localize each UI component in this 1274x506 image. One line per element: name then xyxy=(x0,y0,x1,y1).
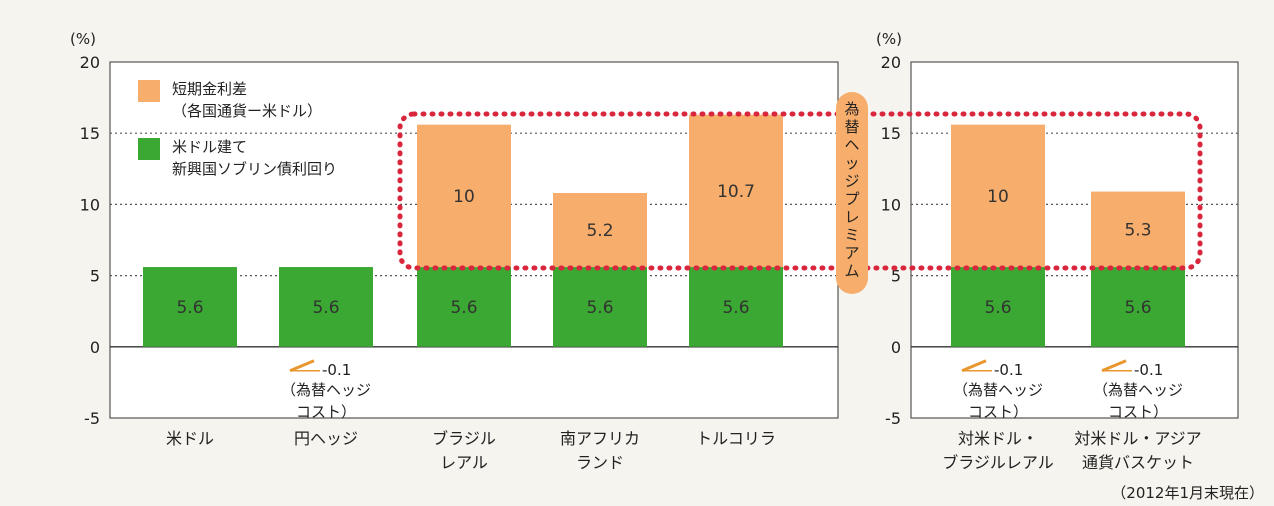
date-note: （2012年1月末現在） xyxy=(1111,484,1264,502)
annotation-leader xyxy=(289,359,315,373)
data-label: 5.2 xyxy=(586,221,613,241)
x-category-label: レアル xyxy=(440,453,488,472)
bar-rate-differential xyxy=(1091,191,1185,268)
chart-panel-1: -5 0 5 10 15 20 (%) 5.6 米ドル 5.6 円ヘッジ 5.6 10 ブラジルレアル 5.… xyxy=(70,30,839,472)
annotation-note: （為替ヘッジ xyxy=(953,381,1043,399)
bar-sovereign-yield xyxy=(689,267,783,347)
annotation-value: -0.1 xyxy=(994,361,1023,379)
premium-badge xyxy=(836,92,868,294)
y-tick-label: 5 xyxy=(891,267,901,286)
premium-label-char: 為 xyxy=(844,100,859,118)
hedge-premium-highlight xyxy=(397,111,1203,271)
y-unit-label: (%) xyxy=(876,30,902,48)
annotation-leader xyxy=(1101,359,1127,373)
premium-label-char: ム xyxy=(844,262,859,280)
premium-label-char: プ xyxy=(844,190,859,208)
premium-label-char: ミ xyxy=(844,226,859,244)
x-category-label: ランド xyxy=(576,453,624,472)
annotation-value: -0.1 xyxy=(1134,361,1163,379)
legend-swatch xyxy=(138,80,160,102)
data-label: 5.3 xyxy=(1124,220,1151,240)
premium-label-char: レ xyxy=(844,208,859,226)
premium-label-char: 替 xyxy=(844,118,859,136)
x-category-label: 米ドル xyxy=(166,429,214,448)
bar-sovereign-yield xyxy=(1091,267,1185,347)
y-tick-label: 20 xyxy=(80,53,100,72)
premium-label-char: ヘ xyxy=(844,136,859,154)
annotation-note: コスト） xyxy=(968,403,1028,421)
annotation-note: コスト） xyxy=(1108,403,1168,421)
x-category-label: ブラジルレアル xyxy=(942,453,1054,472)
data-label: 5.6 xyxy=(1124,298,1151,318)
bar-rate-differential xyxy=(417,124,511,268)
x-category-label: 対米ドル・ xyxy=(958,429,1038,448)
y-tick-label: -5 xyxy=(84,409,100,428)
y-tick-label: 15 xyxy=(80,124,100,143)
data-label: 5.6 xyxy=(176,298,203,318)
premium-label-char: ジ xyxy=(844,172,859,190)
y-unit-label: (%) xyxy=(70,30,96,48)
legend-label: 短期金利差 xyxy=(172,80,247,98)
y-tick-label: 10 xyxy=(881,195,901,214)
bar-sovereign-yield xyxy=(951,267,1045,347)
y-tick-label: 15 xyxy=(881,124,901,143)
x-category-label: ブラジル xyxy=(432,429,496,448)
x-category-label: トルコリラ xyxy=(696,429,776,448)
bar-rate-differential xyxy=(951,124,1045,268)
x-category-label: 通貨バスケット xyxy=(1082,453,1194,472)
annotation-note: コスト） xyxy=(296,403,356,421)
premium-label-char: ア xyxy=(844,244,859,262)
annotation-note: （為替ヘッジ xyxy=(281,381,371,399)
data-label: 10 xyxy=(453,187,475,207)
bar-sovereign-yield xyxy=(417,267,511,347)
bar-rate-differential xyxy=(689,114,783,268)
annotation-value: -0.1 xyxy=(322,361,351,379)
legend-label: 新興国ソブリン債利回り xyxy=(172,160,337,178)
y-tick-label: 20 xyxy=(881,53,901,72)
chart-panel-2: -5 0 5 10 15 20 (%) 5.6 10 対米ドル・ブラジルレアル 5.6 5.3 対米ドル… xyxy=(876,30,1239,472)
y-tick-label: -5 xyxy=(885,409,901,428)
legend-label: （各国通貨ー米ドル） xyxy=(172,102,322,120)
data-label: 5.6 xyxy=(722,298,749,318)
data-label: 5.6 xyxy=(586,298,613,318)
data-label: 10.7 xyxy=(717,182,755,202)
legend-label: 米ドル建て xyxy=(172,138,247,156)
x-category-label: 南アフリカ xyxy=(560,429,640,448)
legend-swatch xyxy=(138,138,160,160)
y-tick-label: 5 xyxy=(90,267,100,286)
y-tick-label: 10 xyxy=(80,195,100,214)
annotation-note: （為替ヘッジ xyxy=(1093,381,1183,399)
annotation-leader xyxy=(961,359,987,373)
data-label: 5.6 xyxy=(984,298,1011,318)
bar-rate-differential xyxy=(553,193,647,268)
bar-sovereign-yield xyxy=(143,267,237,347)
y-tick-label: 0 xyxy=(90,338,100,357)
bar-sovereign-yield xyxy=(553,267,647,347)
data-label: 5.6 xyxy=(450,298,477,318)
y-tick-label: 0 xyxy=(891,338,901,357)
data-label: 10 xyxy=(987,187,1009,207)
data-label: 5.6 xyxy=(312,298,339,318)
x-category-label: 円ヘッジ xyxy=(294,429,358,448)
premium-label-char: ッ xyxy=(844,154,859,172)
x-category-label: 対米ドル・アジア xyxy=(1074,429,1201,448)
bar-sovereign-yield xyxy=(279,267,373,347)
